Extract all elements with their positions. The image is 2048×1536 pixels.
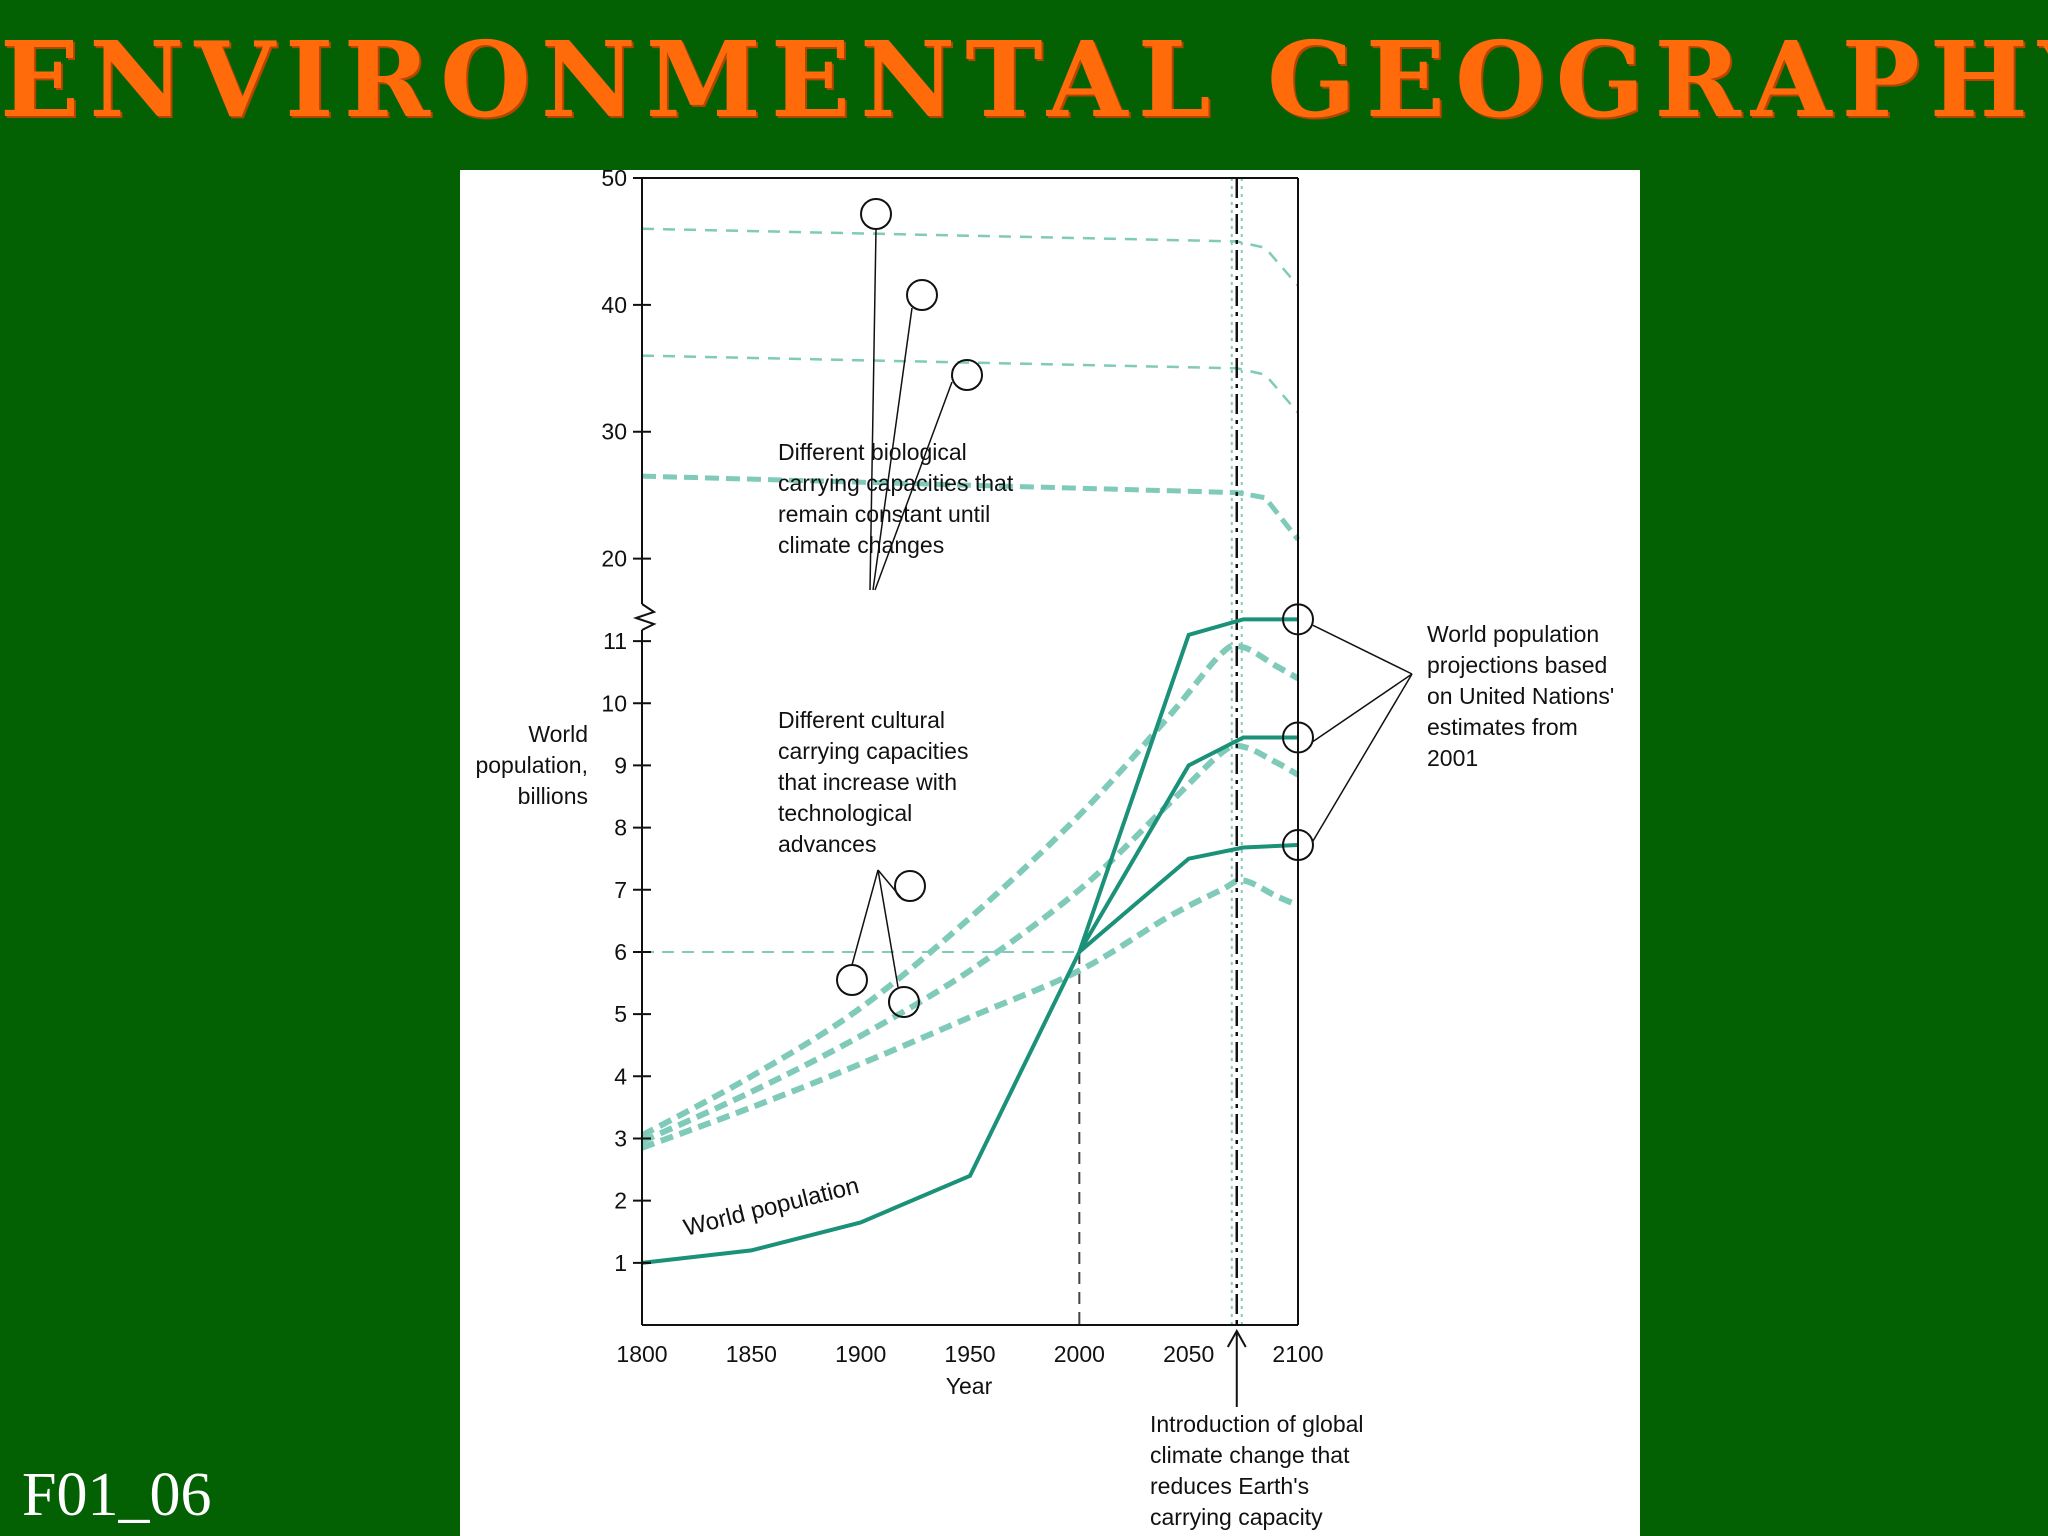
- y-axis-label-line-3: billions: [518, 783, 588, 809]
- y-tick-label-5: 5: [614, 1001, 627, 1027]
- y-tick-label-40: 40: [601, 292, 627, 318]
- x-tick-label-2100: 2100: [1272, 1341, 1323, 1367]
- cul-leader-2: [851, 869, 879, 966]
- y-axis-break: [632, 603, 657, 631]
- proj-leader-2: [1312, 673, 1413, 743]
- projection-line-3: [1078, 843, 1299, 954]
- biological-annotation-line-3: remain constant until: [778, 501, 990, 527]
- projection-marker-3: [1282, 829, 1314, 862]
- cultural-marker-1: [894, 870, 926, 902]
- cul-leader-3: [877, 869, 899, 988]
- y-tick-label-9: 9: [614, 752, 627, 778]
- biological-annotation-line-2: carrying capacities that: [778, 470, 1014, 496]
- proj-leader-3: [1312, 673, 1413, 842]
- cultural-capacity-line-1: [640, 642, 1300, 1139]
- cultural-annotation-line-3: that increase with: [778, 769, 957, 795]
- y-tick-label-4: 4: [614, 1063, 627, 1089]
- cultural-capacity-line-3: [640, 877, 1300, 1151]
- cultural-annotation-line-2: carrying capacities: [778, 738, 968, 764]
- x-axis-label: Year: [946, 1373, 993, 1399]
- cultural-marker-2: [836, 964, 868, 996]
- projection-annotation-line-3: on United Nations': [1427, 683, 1614, 709]
- cul-leader-1: [877, 869, 904, 901]
- y-tick-label-7: 7: [614, 877, 627, 903]
- y-tick-label-8: 8: [614, 815, 627, 841]
- biological-marker-2: [906, 279, 938, 311]
- cultural-capacity-line-2: [640, 742, 1300, 1145]
- x-tick-label-1950: 1950: [944, 1341, 995, 1367]
- climate-annotation-line-2: climate change that: [1150, 1442, 1350, 1468]
- climate-arrow-head: [1226, 1328, 1247, 1348]
- projection-annotation-line-5: 2001: [1427, 745, 1478, 771]
- y-axis-label-line-2: population,: [475, 752, 588, 778]
- projection-marker-1: [1282, 603, 1314, 636]
- y-tick-label-11: 11: [603, 628, 627, 654]
- x-tick-label-1800: 1800: [616, 1341, 667, 1367]
- climate-annotation-line-4: carrying capacity: [1150, 1504, 1323, 1530]
- projection-annotation-line-4: estimates from: [1427, 714, 1578, 740]
- y-tick-label-50: 50: [601, 170, 627, 191]
- climate-annotation-line-1: Introduction of global: [1150, 1411, 1364, 1437]
- proj-leader-1: [1312, 624, 1413, 675]
- y-tick-label-1: 1: [614, 1250, 627, 1276]
- x-tick-label-1850: 1850: [726, 1341, 777, 1367]
- cultural-annotation-line-1: Different cultural: [778, 707, 945, 733]
- chart-panel: 20 30 40 50 1 2 3 4 5 6 7 8 9 10 11 1800 1850 1900 1950 200…: [460, 170, 1640, 1536]
- projection-marker-2: [1282, 721, 1314, 754]
- slide-title: ENVIRONMENTAL GEOGRAPHY: [0, 18, 2048, 141]
- y-tick-label-20: 20: [601, 546, 627, 572]
- y-axis-label-line-1: World: [528, 721, 588, 747]
- projection-line-2: [1077, 735, 1298, 953]
- world-population-line: [641, 951, 1082, 1265]
- projection-annotation-line-2: projections based: [1427, 652, 1607, 678]
- bio-leader-3: [874, 381, 953, 591]
- projection-line-1: [1077, 617, 1298, 953]
- climate-annotation-line-3: reduces Earth's: [1150, 1473, 1309, 1499]
- figure-code: F01_06: [22, 1461, 212, 1529]
- biological-annotation-line-4: climate changes: [778, 532, 944, 558]
- cultural-annotation-line-4: technological: [778, 800, 912, 826]
- x-tick-label-1900: 1900: [835, 1341, 886, 1367]
- bio-leader-1: [869, 228, 877, 591]
- x-tick-label-2050: 2050: [1163, 1341, 1214, 1367]
- world-population-label: World population: [681, 1172, 862, 1242]
- biological-marker-3: [951, 359, 983, 391]
- x-tick-label-2000: 2000: [1054, 1341, 1105, 1367]
- cultural-marker-3: [888, 986, 920, 1018]
- biological-capacity-line-2: [641, 354, 1299, 414]
- biological-marker-1: [860, 198, 892, 230]
- biological-capacity-line-3: [641, 473, 1300, 542]
- y-tick-label-3: 3: [614, 1125, 627, 1151]
- cultural-annotation-line-5: advances: [778, 831, 876, 857]
- biological-annotation-line-1: Different biological: [778, 439, 967, 465]
- population-chart: 20 30 40 50 1 2 3 4 5 6 7 8 9 10 11 1800 1850 1900 1950 200…: [475, 170, 1614, 1530]
- y-tick-label-6: 6: [614, 939, 627, 965]
- y-tick-label-10: 10: [601, 690, 627, 716]
- bio-leader-2: [872, 307, 913, 591]
- biological-capacity-line-1: [641, 227, 1299, 287]
- y-tick-label-30: 30: [601, 419, 627, 445]
- projection-annotation-line-1: World population: [1427, 621, 1599, 647]
- y-tick-label-2: 2: [614, 1188, 627, 1214]
